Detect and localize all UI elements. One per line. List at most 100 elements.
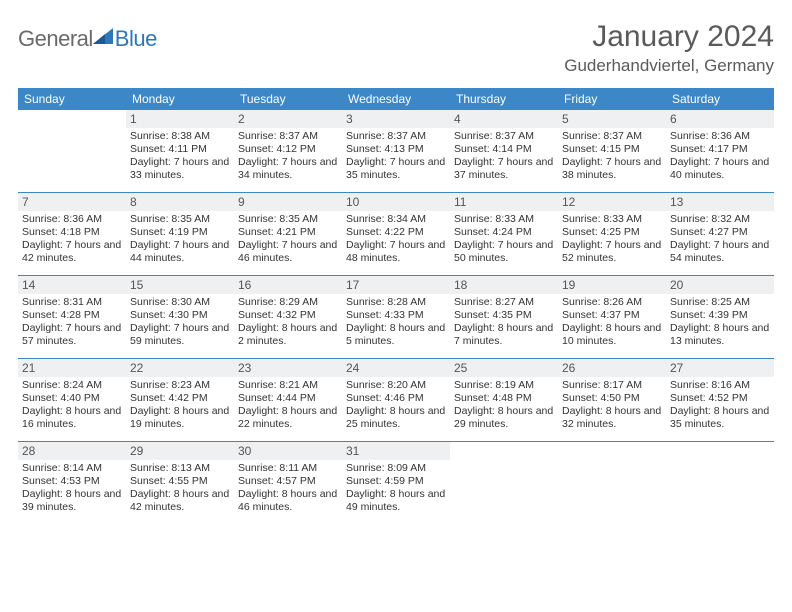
daylight: Daylight: 8 hours and 13 minutes. [670,322,770,348]
day-number: 18 [450,276,558,294]
daylight: Daylight: 8 hours and 49 minutes. [346,488,446,514]
day-cell: 29Sunrise: 8:13 AMSunset: 4:55 PMDayligh… [126,442,234,524]
day-number: 26 [558,359,666,377]
sunset: Sunset: 4:30 PM [130,309,230,322]
sunset: Sunset: 4:14 PM [454,143,554,156]
sunrise: Sunrise: 8:29 AM [238,296,338,309]
sunrise: Sunrise: 8:09 AM [346,462,446,475]
sunset: Sunset: 4:55 PM [130,475,230,488]
sunset: Sunset: 4:12 PM [238,143,338,156]
day-number: 30 [234,442,342,460]
daylight: Daylight: 8 hours and 2 minutes. [238,322,338,348]
day-cell: 24 Sunrise: 8:20 AMSunset: 4:46 PMDayligh… [342,359,450,441]
day-info: Sunrise: 8:13 AMSunset: 4:55 PMDaylight:… [130,462,230,515]
sunrise: Sunrise: 8:13 AM [130,462,230,475]
sunset: Sunset: 4:33 PM [346,309,446,322]
day-number: 14 [18,276,126,294]
daylight: Daylight: 7 hours and 33 minutes. [130,156,230,182]
title-block: January 2024 Guderhandviertel, Germany [564,20,774,76]
day-info: Sunrise: 8:37 AMSunset: 4:15 PMDaylight:… [562,130,662,183]
day-cell: 21 Sunrise: 8:24 AMSunset: 4:40 PMDayligh… [18,359,126,441]
sunrise: Sunrise: 8:38 AM [130,130,230,143]
day-info: Sunrise: 8:36 AMSunset: 4:18 PMDaylight:… [22,213,122,266]
day-cell [450,442,558,524]
day-cell: 9Sunrise: 8:35 AMSunset: 4:21 PMDaylight… [234,193,342,275]
daylight: Daylight: 7 hours and 54 minutes. [670,239,770,265]
day-cell: 1Sunrise: 8:38 AMSunset: 4:11 PMDaylight… [126,110,234,192]
daylight: Daylight: 8 hours and 7 minutes. [454,322,554,348]
sunrise: Sunrise: 8:32 AM [670,213,770,226]
day-info: Sunrise: 8:33 AMSunset: 4:25 PMDaylight:… [562,213,662,266]
day-cell: 27Sunrise: 8:16 AMSunset: 4:52 PMDayligh… [666,359,774,441]
week-row: 28Sunrise: 8:14 AMSunset: 4:53 PMDayligh… [18,442,774,524]
day-cell: 16 Sunrise: 8:29 AMSunset: 4:32 PMDayligh… [234,276,342,358]
day-info: Sunrise: 8:31 AMSunset: 4:28 PMDaylight:… [22,296,122,349]
sunset: Sunset: 4:35 PM [454,309,554,322]
weeks-container: 1Sunrise: 8:38 AMSunset: 4:11 PMDaylight… [18,110,774,524]
sunset: Sunset: 4:18 PM [22,226,122,239]
daylight: Daylight: 8 hours and 39 minutes. [22,488,122,514]
sunset: Sunset: 4:48 PM [454,392,554,405]
day-cell: 2Sunrise: 8:37 AMSunset: 4:12 PMDaylight… [234,110,342,192]
sunrise: Sunrise: 8:37 AM [562,130,662,143]
daylight: Daylight: 8 hours and 5 minutes. [346,322,446,348]
day-info: Sunrise: 8:35 AMSunset: 4:21 PMDaylight:… [238,213,338,266]
sunset: Sunset: 4:57 PM [238,475,338,488]
sunset: Sunset: 4:22 PM [346,226,446,239]
day-info: Sunrise: 8:29 AMSunset: 4:32 PMDaylight:… [238,296,338,349]
sunrise: Sunrise: 8:36 AM [670,130,770,143]
day-number: 21 [18,359,126,377]
day-info: Sunrise: 8:24 AMSunset: 4:40 PMDaylight:… [22,379,122,432]
day-cell: 13Sunrise: 8:32 AMSunset: 4:27 PMDayligh… [666,193,774,275]
day-number: 20 [666,276,774,294]
day-cell [558,442,666,524]
logo-text-blue: Blue [115,26,157,52]
day-info: Sunrise: 8:35 AMSunset: 4:19 PMDaylight:… [130,213,230,266]
sunrise: Sunrise: 8:19 AM [454,379,554,392]
sunset: Sunset: 4:44 PM [238,392,338,405]
day-info: Sunrise: 8:17 AMSunset: 4:50 PMDaylight:… [562,379,662,432]
sunset: Sunset: 4:53 PM [22,475,122,488]
day-info: Sunrise: 8:20 AMSunset: 4:46 PMDaylight:… [346,379,446,432]
daylight: Daylight: 7 hours and 48 minutes. [346,239,446,265]
day-cell: 17Sunrise: 8:28 AMSunset: 4:33 PMDayligh… [342,276,450,358]
day-cell [18,110,126,192]
sunrise: Sunrise: 8:37 AM [454,130,554,143]
sunset: Sunset: 4:42 PM [130,392,230,405]
day-info: Sunrise: 8:23 AMSunset: 4:42 PMDaylight:… [130,379,230,432]
day-info: Sunrise: 8:38 AMSunset: 4:11 PMDaylight:… [130,130,230,183]
day-number: 24 [342,359,450,377]
day-header-row: Sunday Monday Tuesday Wednesday Thursday… [18,88,774,110]
sunset: Sunset: 4:13 PM [346,143,446,156]
sunrise: Sunrise: 8:37 AM [238,130,338,143]
logo-triangle-icon [93,28,113,44]
day-header: Friday [558,88,666,110]
day-cell: 14 Sunrise: 8:31 AMSunset: 4:28 PMDayligh… [18,276,126,358]
daylight: Daylight: 7 hours and 37 minutes. [454,156,554,182]
day-number: 4 [450,110,558,128]
day-cell: 3Sunrise: 8:37 AMSunset: 4:13 PMDaylight… [342,110,450,192]
logo: General Blue [18,26,157,52]
sunset: Sunset: 4:19 PM [130,226,230,239]
day-info: Sunrise: 8:37 AMSunset: 4:13 PMDaylight:… [346,130,446,183]
sunset: Sunset: 4:28 PM [22,309,122,322]
month-title: January 2024 [564,20,774,54]
day-number: 16 [234,276,342,294]
day-cell: 28Sunrise: 8:14 AMSunset: 4:53 PMDayligh… [18,442,126,524]
day-info: Sunrise: 8:19 AMSunset: 4:48 PMDaylight:… [454,379,554,432]
daylight: Daylight: 7 hours and 46 minutes. [238,239,338,265]
daylight: Daylight: 8 hours and 35 minutes. [670,405,770,431]
day-cell: 31Sunrise: 8:09 AMSunset: 4:59 PMDayligh… [342,442,450,524]
day-header: Wednesday [342,88,450,110]
day-cell: 25Sunrise: 8:19 AMSunset: 4:48 PMDayligh… [450,359,558,441]
sunrise: Sunrise: 8:20 AM [346,379,446,392]
day-cell: 22Sunrise: 8:23 AMSunset: 4:42 PMDayligh… [126,359,234,441]
sunset: Sunset: 4:52 PM [670,392,770,405]
sunset: Sunset: 4:50 PM [562,392,662,405]
day-number: 13 [666,193,774,211]
sunset: Sunset: 4:15 PM [562,143,662,156]
week-row: 21 Sunrise: 8:24 AMSunset: 4:40 PMDayligh… [18,359,774,442]
day-number: 6 [666,110,774,128]
sunrise: Sunrise: 8:37 AM [346,130,446,143]
sunset: Sunset: 4:24 PM [454,226,554,239]
